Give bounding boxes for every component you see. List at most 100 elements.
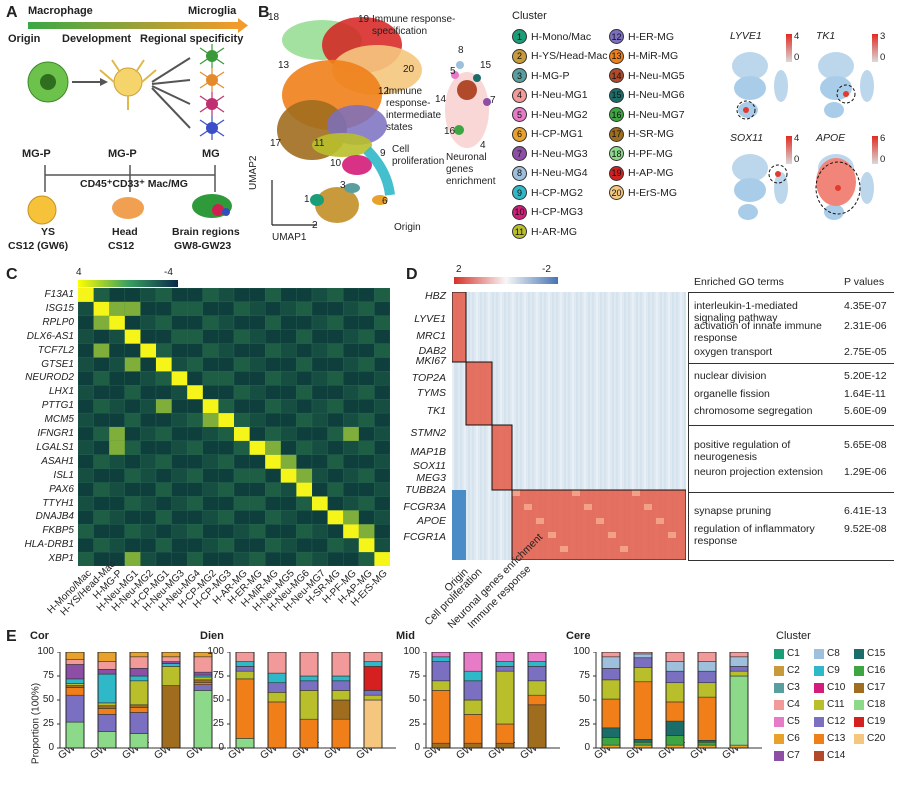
umap-cluster-10 (342, 155, 372, 175)
umap-cluster-15 (473, 74, 481, 82)
panel-e-region-title: Mid (396, 630, 415, 642)
heat-c-cell (265, 412, 281, 428)
heat-c-cell (233, 288, 250, 303)
heat-c-cell (233, 454, 250, 469)
heat-d-stripe (656, 292, 658, 560)
heat-d-border (452, 292, 467, 363)
heat-c-cell (155, 412, 172, 428)
feature-gene-name: LYVE1 (730, 30, 762, 42)
heat-d-stripe (628, 292, 630, 560)
heat-c-cell (78, 440, 94, 455)
heat-c-cell-mid (124, 552, 141, 566)
panel-e-bar-segment (267, 652, 287, 674)
heat-c-cell (124, 412, 141, 428)
heat-c-cell-high (280, 468, 297, 483)
umap-cluster-6 (372, 195, 388, 205)
heat-c-cell-high (374, 552, 390, 566)
heat-c-cell (327, 538, 344, 553)
heat-c-cell-mid (358, 524, 375, 539)
heat-c-cell (265, 510, 281, 525)
heat-c-cell (233, 371, 250, 386)
heat-c-cell (374, 468, 390, 483)
panel-e-bar (463, 652, 483, 749)
heat-c-cell (78, 468, 94, 483)
heat-c-cell (171, 315, 188, 330)
panel-e-bar-segment (729, 666, 749, 672)
panel-d-scale-max: 2 (456, 264, 462, 275)
panel-e-bar-segment (527, 680, 547, 696)
heat-c-cell (280, 343, 297, 358)
go-term: chromosome segregation (694, 405, 813, 417)
heat-c-cell (140, 399, 157, 414)
heat-c-cell (233, 551, 250, 566)
go-term: neuron projection extension (694, 466, 824, 478)
annot-origin: Origin (394, 222, 421, 233)
heat-c-cell (124, 343, 141, 358)
feature-scale-min: 0 (880, 52, 886, 63)
heat-c-cell (311, 385, 328, 400)
heat-c-cell (343, 399, 359, 414)
heat-c-cell (140, 440, 157, 455)
panel-e-bar-segment (161, 663, 181, 667)
heat-c-cell (249, 468, 266, 483)
panel-e-bar (65, 652, 85, 749)
panel-e-bar (601, 652, 621, 749)
heat-d-streak (596, 518, 604, 524)
feature-plot (732, 52, 788, 120)
heat-c-cell (358, 315, 375, 330)
feature-gene-name: SOX11 (730, 132, 764, 144)
panel-e-bar-segment (161, 652, 181, 658)
heat-d-streak (536, 518, 544, 524)
heat-c-gene-label: NEUROD2 (25, 372, 74, 384)
heat-d-stripe (608, 292, 610, 560)
panel-e-bar-segment (495, 661, 515, 667)
cluster-legend-item: 12 H-ER-MG (609, 29, 674, 44)
heat-c-cell (327, 288, 344, 303)
heat-c-gene-label: HLA-DRB1 (24, 539, 74, 551)
panel-e-bar-segment (729, 675, 749, 746)
panel-e-legend-label: C6 (787, 733, 800, 744)
panel-d-letter: D (406, 266, 418, 283)
heat-d-gene-label: MEG3 (416, 472, 446, 484)
cluster-label: H-MG-P (531, 69, 570, 82)
heat-c-cell (358, 329, 375, 344)
heat-c-cell (187, 440, 203, 455)
heat-c-cell (233, 524, 250, 539)
heat-c-cell (202, 482, 219, 497)
panel-e-bar-segment (97, 731, 117, 749)
cluster-label: H-AP-MG (628, 167, 674, 179)
heat-c-cell (249, 482, 266, 497)
heat-c-cell (140, 482, 157, 497)
heat-d-stripe (536, 292, 538, 560)
arrow-right-label: Microglia (188, 5, 237, 17)
heat-c-gene-label: PAX6 (49, 483, 74, 495)
heat-d-gene-label: STMN2 (410, 427, 446, 439)
panel-e-legend-swatch (814, 733, 824, 744)
heat-c-cell (218, 496, 235, 511)
go-divider (688, 560, 894, 561)
panel-e-legend-item: C13 (814, 733, 845, 744)
annot-immune-specification: Immune response-specification (372, 14, 456, 37)
heat-c-cell (233, 496, 250, 511)
panel-c-colorbar (78, 280, 178, 287)
heat-c-cell (311, 399, 328, 414)
panel-e-bar-segment (463, 652, 483, 672)
cluster-legend-item: 7 H-Neu-MG3 (512, 146, 588, 161)
panel-e-bar-segment (665, 652, 685, 662)
panel-e-bar-segment (129, 668, 149, 677)
heat-c-cell (155, 538, 172, 553)
heat-d-stripe (472, 292, 474, 560)
heat-d-gene-label: SOX11 (412, 460, 446, 472)
heat-c-cell (296, 426, 313, 442)
heat-c-gene-label: ISG15 (45, 302, 74, 314)
heat-c-cell (280, 329, 297, 344)
heat-c-cell (358, 468, 375, 483)
cluster-legend-item: 19 H-AP-MG (609, 165, 674, 181)
heat-d-block (492, 425, 512, 490)
panel-e-legend-swatch (854, 682, 864, 693)
heat-c-cell (78, 343, 94, 358)
heat-c-cell (93, 482, 110, 497)
heat-c-cell (124, 371, 141, 386)
heat-c-cell (140, 385, 157, 400)
umap-label-17: 17 (270, 138, 282, 149)
